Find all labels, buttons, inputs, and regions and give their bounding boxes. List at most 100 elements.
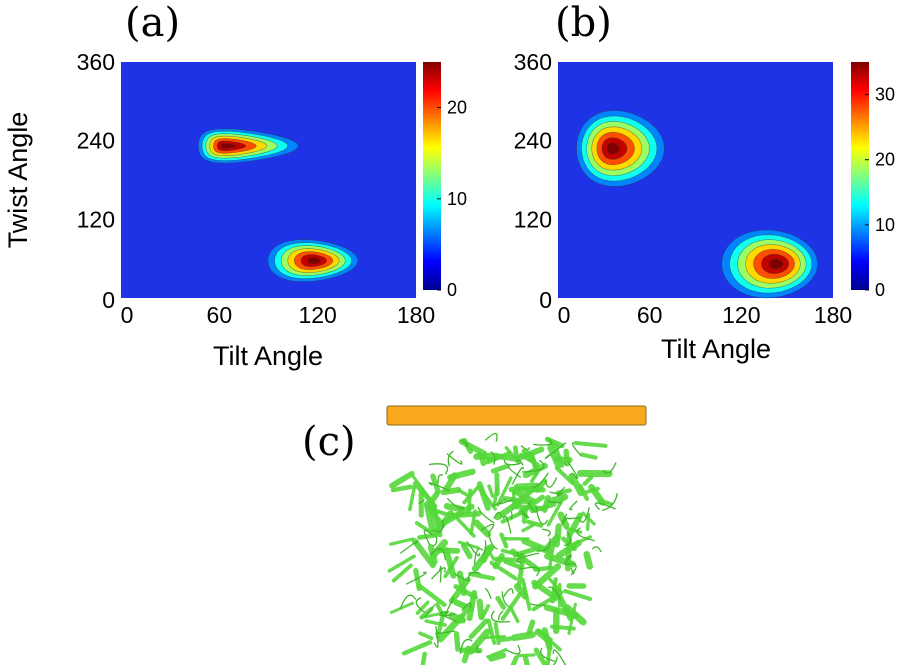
protein-structure [387,432,618,665]
x-tick-label: 0 [121,302,134,328]
loop-segment [466,540,481,557]
helix-segment [443,503,465,513]
loop-segment [484,587,492,600]
loop-segment [484,432,498,442]
loop-segment [520,509,530,519]
helix-segment [534,628,552,644]
helix-segment [495,476,513,508]
loop-segment [482,540,487,555]
contours-a [197,128,359,282]
loop-segment [571,441,582,457]
helix-segment [443,555,459,579]
helix-segment [503,559,523,570]
loop-segment [547,500,562,505]
x-tick-label: 180 [814,302,852,328]
contour-1-0-6 [606,142,620,155]
loop-segment [569,500,578,511]
loop-segment [506,644,521,655]
heatmap-a: 0 60 120 180 0 120 240 360 Tilt Angle Twist Ang… [3,49,467,371]
x-tick-label: 180 [397,302,435,328]
colorbar-tick-label: 30 [875,85,895,105]
x-axis-title-a: Tilt Angle [213,341,323,371]
helix-segment [430,473,441,494]
loop-segment [565,563,577,576]
loop-segment [490,451,496,465]
helix-segment [388,601,414,615]
loop-segment [536,537,551,552]
y-tick-label: 0 [539,287,552,313]
helix-segment [443,547,457,580]
loop-segment [454,573,470,582]
helix-segment [418,631,434,641]
loop-segment [527,502,537,514]
helix-segment [563,589,593,602]
panel-label-b: (b) [555,0,612,46]
loop-segment [491,498,506,507]
loop-segment [529,603,546,606]
loop-segment [432,536,438,547]
colorbar-tick-label: 0 [875,280,885,300]
loop-segment [503,588,514,598]
helix-segment [563,448,571,468]
contour-0-0-6 [220,143,236,149]
loop-segment [535,505,549,525]
helix-segment [487,484,495,498]
helix-segment [521,448,538,465]
colorbar-b [851,62,869,290]
helix-segment [553,523,562,548]
colorbar-tick-label: 20 [447,98,467,118]
loop-segment [533,439,553,446]
helix-segment [436,613,465,643]
helix-segment [544,552,577,568]
helix-segment [554,466,575,485]
helix-segment [508,605,520,624]
helix-segment [490,463,511,474]
helix-segment [579,452,598,460]
x-tick-label: 0 [558,302,571,328]
helix-segment [443,472,458,493]
loop-segment [432,519,444,533]
helix-segment [448,576,471,605]
helix-segment [547,493,569,505]
helix-segment [414,521,440,539]
x-tick-label: 120 [298,302,336,328]
loop-segment [415,597,426,614]
loop-segment [437,474,444,484]
loop-segment [518,566,540,577]
loop-segment [433,625,439,648]
loop-segment [399,594,417,610]
loop-segment [540,647,556,663]
y-axis-title-a: Twist Angle [3,112,33,249]
loop-segment [440,611,458,623]
helix-segment [387,537,415,547]
y-tick-label: 360 [514,49,552,75]
helix-segment [424,619,447,627]
loop-segment [487,531,498,550]
helix-segment [495,595,507,610]
colorbar-ticks-a: 0 10 20 [437,98,467,300]
helix-segment [545,637,553,665]
helix-segment [510,655,519,665]
loop-segment [552,649,567,665]
loop-segment [459,638,473,654]
x-axis-title-b: Tilt Angle [661,334,771,364]
ticks-a: 0 60 120 180 0 120 240 360 [77,49,436,328]
contour-1-1-6 [769,258,784,270]
y-tick-label: 0 [102,287,115,313]
loop-segment [511,466,524,485]
helix-segment [466,589,478,622]
loop-segment [576,527,595,542]
loop-segment [461,602,472,611]
helix-segment [391,563,413,584]
helix-segment [494,472,500,497]
y-tick-label: 240 [77,128,115,154]
helix-segment [499,532,509,550]
helix-segment [415,600,430,615]
y-tick-label: 360 [77,49,115,75]
heatmap-b: 0 60 120 180 0 120 240 360 Tilt Angle 0 10 20 30 [514,49,895,364]
panel-label-c: (c) [302,419,356,465]
loop-segment [579,507,590,523]
loop-segment [517,459,524,466]
helix-segment [486,648,508,659]
loop-segment [510,511,513,520]
